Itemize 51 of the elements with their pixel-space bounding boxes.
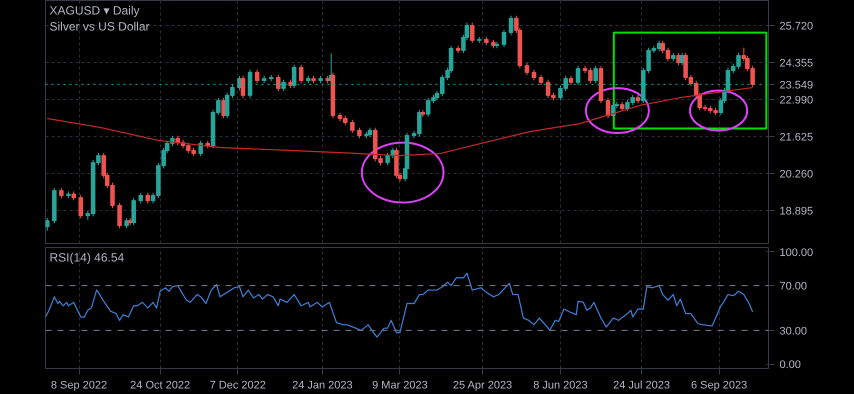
candlestick: [385, 152, 390, 166]
x-tick-label: 8 Sep 2022: [50, 380, 108, 392]
candlestick: [298, 64, 304, 84]
candlestick: [538, 74, 544, 86]
line-series: [46, 86, 754, 156]
ref-line-label: 23.549: [780, 79, 814, 92]
candlestick: [357, 127, 362, 139]
x-tick-label: 24 Oct 2022: [130, 380, 190, 392]
candlestick: [124, 218, 129, 229]
candlestick: [532, 69, 536, 81]
y-tick-label: 20.260: [780, 168, 814, 181]
x-tick-label: 8 Jun 2023: [533, 380, 588, 392]
chart-title: RSI(14) 46.54: [50, 250, 125, 264]
y-tick-label: 0.00: [780, 359, 801, 372]
candlestick: [508, 15, 514, 36]
candlestick: [350, 119, 355, 134]
x-tick-label: 6 Sep 2023: [690, 380, 748, 392]
y-tick-label: 24.355: [780, 57, 814, 70]
y-tick-label: 21.625: [780, 132, 814, 144]
x-tick-label: 24 Jan 2023: [292, 380, 353, 392]
candlestick: [46, 218, 50, 232]
candlestick: [470, 22, 475, 44]
x-tick-label: 9 Mar 2023: [372, 380, 428, 392]
line-series: [46, 272, 754, 338]
candlestick: [368, 127, 372, 138]
y-tick-label: 25.720: [780, 20, 814, 32]
candlestick: [131, 197, 136, 226]
y-tick-label: 70.00: [780, 280, 808, 293]
candlestick: [59, 187, 64, 199]
x-tick-label: 24 Jul 2023: [613, 380, 670, 392]
y-tick-label: 30.00: [780, 325, 808, 338]
candlestick: [138, 192, 143, 204]
y-tick-label: 100.00: [780, 246, 814, 259]
candlestick: [254, 69, 260, 84]
y-tick-label: 22.990: [780, 94, 814, 106]
candlestick: [524, 62, 530, 76]
candlestick: [276, 74, 281, 92]
candlestick: [620, 101, 624, 112]
y-tick-label: 18.895: [780, 206, 814, 218]
candlestick: [240, 75, 246, 99]
x-tick-label: 7 Dec 2022: [210, 380, 266, 392]
candlestick: [502, 29, 506, 48]
candlestick: [146, 192, 150, 204]
candlestick: [117, 202, 122, 229]
text: Silver vs US Dollar: [50, 20, 150, 34]
x-tick-label: 25 Apr 2023: [452, 380, 512, 392]
candlestick: [568, 75, 574, 86]
candlestick: [78, 194, 84, 219]
chart-title: XAGUSD ▾ Daily: [50, 4, 140, 18]
candlestick: [606, 97, 610, 119]
candlestick: [593, 65, 598, 84]
